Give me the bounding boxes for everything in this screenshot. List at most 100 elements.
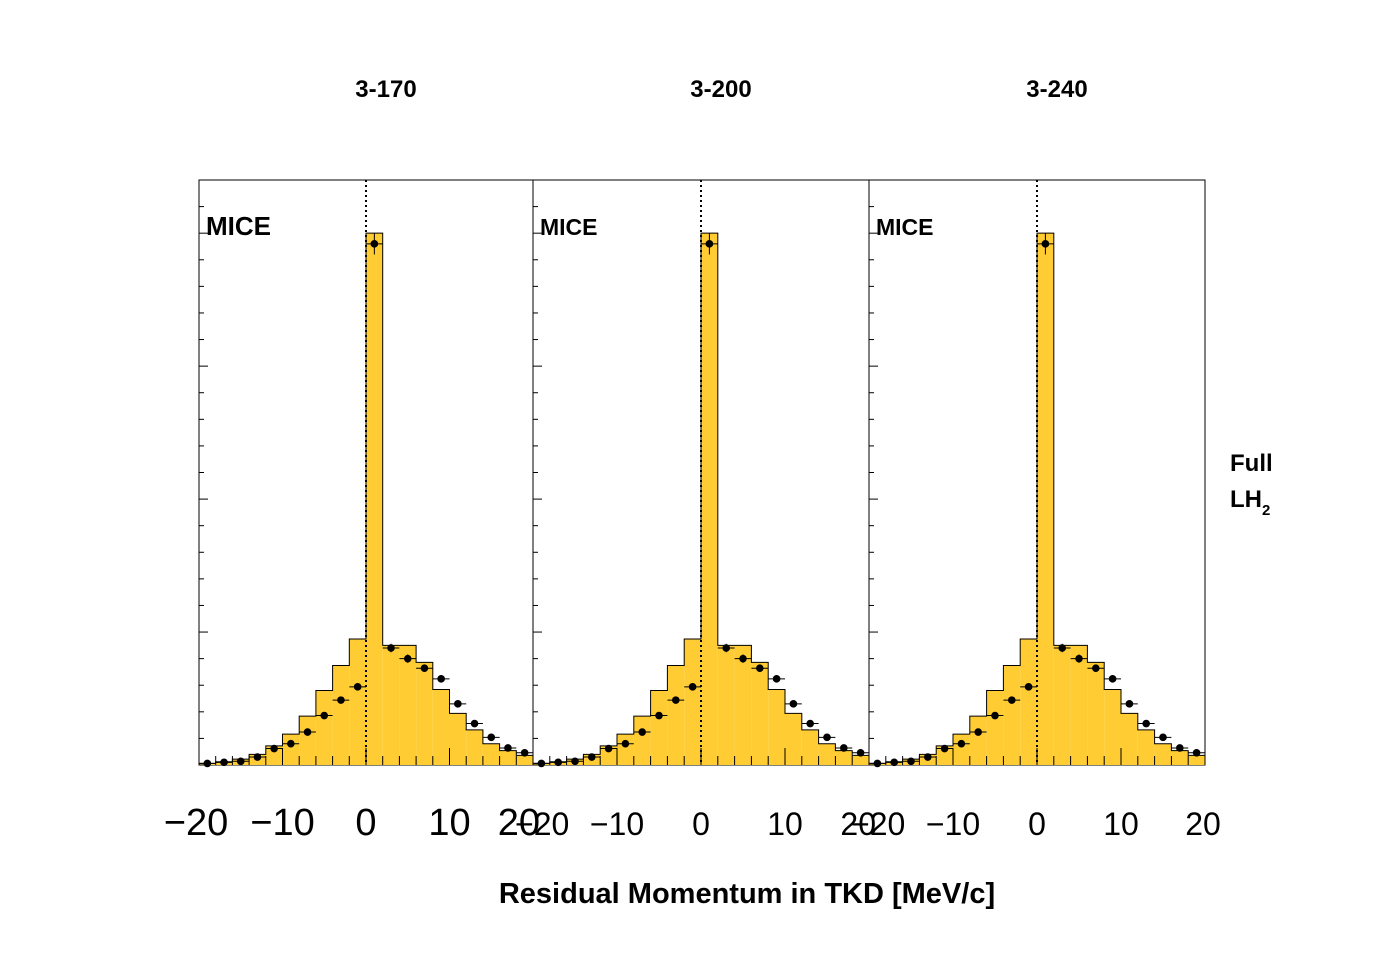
data-point [1024,683,1033,691]
x-tick-label: −10 [590,806,644,842]
histogram-bar [751,662,769,765]
histogram-bar [1070,645,1088,765]
x-tick-label: −20 [164,802,228,844]
data-point [739,654,747,663]
side-label-main: LH [1230,486,1262,513]
histogram-bar [466,729,483,765]
histogram-bar [499,750,517,765]
histogram-bar [684,638,701,765]
data-point [337,696,345,704]
data-point [403,654,412,663]
data-point [1142,719,1150,728]
histogram-bar [986,690,1004,765]
histogram-outline [532,232,870,765]
histogram-bar [1171,750,1189,765]
y-ticks [533,179,542,766]
data-point [1058,644,1066,652]
histogram-bar [1188,755,1205,765]
histogram-bar [617,734,634,765]
data-points [869,233,1205,768]
data-point [1075,654,1083,663]
data-point [520,748,529,757]
x-tick-label: 10 [767,806,803,842]
histogram-bar [1137,729,1155,765]
data-point [672,696,680,704]
histogram-bar [701,233,718,765]
data-point [454,700,462,708]
x-tick-labels: −20 −10 0 10 20−20 −10 0 10 20−20 −10 0 10 20 [164,802,1221,844]
histogram-bar [482,743,500,765]
histogram-bar [936,745,953,765]
histogram-bar [969,716,987,765]
histogram-bar [416,662,433,765]
data-point [203,759,212,768]
data-point [1092,664,1100,673]
histogram-bar [399,645,417,765]
x-tick-label: 10 [428,802,470,844]
panel-title: 3-170 [355,76,416,103]
histogram-bar [852,755,869,765]
data-point [789,700,798,708]
data-point [353,683,362,691]
histogram-bar [818,743,836,765]
data-point [772,675,781,683]
data-point [1192,748,1201,757]
x-tick-label: 20 [1185,806,1221,842]
data-point [873,759,882,768]
data-point [236,757,245,766]
y-ticks [199,179,208,766]
side-label: Full LH2 [1230,450,1273,519]
side-label-subscript: 2 [1262,502,1270,519]
mice-label: MICE [876,214,934,240]
histogram-bar [633,716,651,765]
histogram [868,232,1206,765]
data-point [924,753,932,761]
data-point [722,644,730,652]
panel-3-200: 3-200 MICE [532,76,870,768]
y-ticks [869,179,878,766]
histogram-outline [198,232,534,765]
data-point [840,744,848,752]
data-points [199,233,533,768]
data-point [470,719,479,728]
data-point [638,728,646,736]
x-tick-label: 0 [1028,806,1046,842]
histogram-bar [835,750,853,765]
data-point [940,744,949,753]
histogram-bar [734,645,752,765]
histogram-bar [1003,665,1021,765]
panel-title: 3-200 [690,76,751,103]
data-point [537,759,546,768]
data-point [504,744,512,752]
x-axis-label: Residual Momentum in TKD [MeV/c] [499,878,995,910]
x-tick-label: 0 [692,806,710,842]
data-points [533,233,869,768]
histogram-bar [785,713,802,765]
histogram-bar [1154,743,1172,765]
histogram-bar [349,638,366,765]
histogram-bar [650,690,668,765]
data-point [856,748,865,757]
histogram-bar [1037,233,1054,765]
data-point [756,664,764,673]
data-point [991,711,999,720]
data-point [890,758,898,767]
histogram-outline [868,232,1206,765]
histogram-bar [315,690,333,765]
data-point [387,644,395,652]
histogram [532,232,870,765]
histogram-bar [1104,689,1121,765]
x-tick-label: −10 [926,806,980,842]
histogram-bar [1121,713,1138,765]
histogram-bar [717,645,735,765]
side-label-line2: LH2 [1230,486,1270,519]
histogram-bar [600,745,617,765]
data-point [287,739,295,748]
x-ticks [868,748,1206,765]
panel-3-240: 3-240 MICE [868,76,1206,768]
histogram-bar [299,716,316,765]
x-tick-label: −10 [250,802,314,844]
data-point [320,711,329,720]
x-ticks [532,748,870,765]
